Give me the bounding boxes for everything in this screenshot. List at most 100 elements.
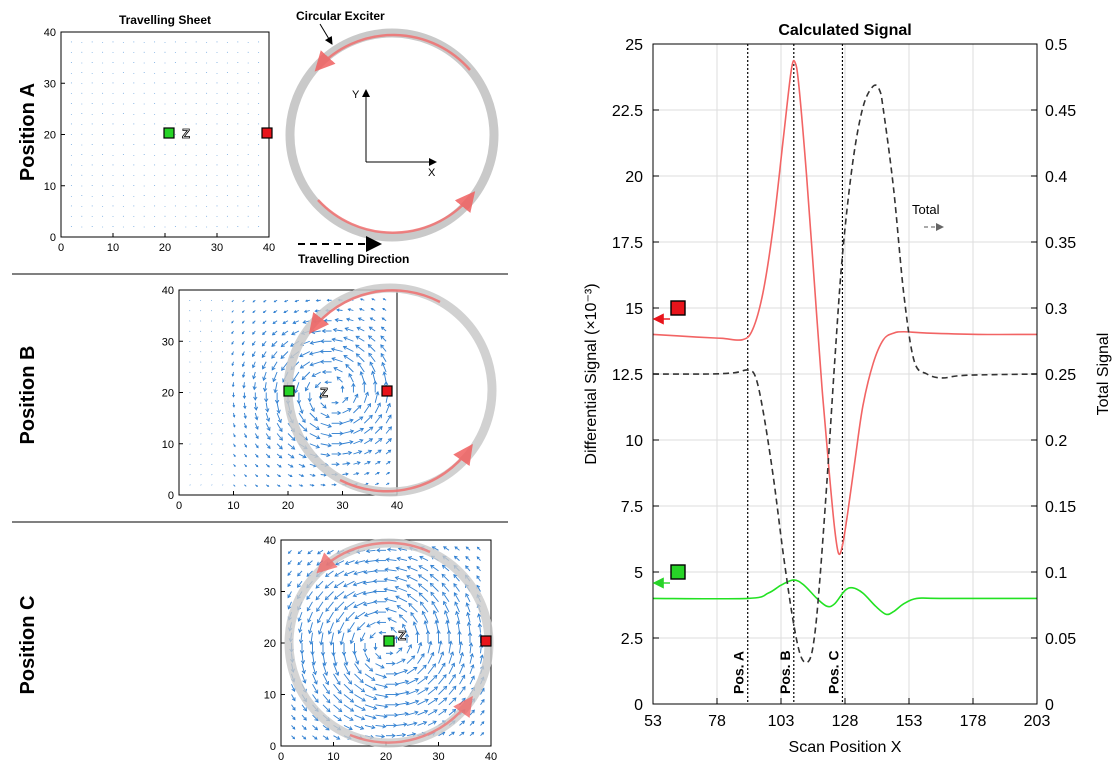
quiver-arrowhead bbox=[465, 565, 469, 570]
quiver-arrowhead bbox=[292, 320, 297, 325]
quiver-arrow bbox=[374, 391, 379, 403]
quiver-arrow bbox=[363, 601, 376, 606]
quiver-arrow bbox=[427, 698, 438, 706]
quiver-arrowhead bbox=[433, 686, 439, 691]
quiver-arrow bbox=[312, 371, 321, 377]
quiver-arrowhead bbox=[322, 483, 326, 487]
quiver-arrow bbox=[297, 560, 303, 565]
quiver-arrowhead bbox=[356, 461, 361, 466]
quiver-arrowhead bbox=[265, 408, 270, 413]
quiver-arrowhead bbox=[382, 674, 388, 679]
quiver-arrowhead bbox=[443, 546, 447, 550]
quiver-arrow bbox=[430, 583, 439, 592]
quiver-arrowhead bbox=[423, 620, 428, 625]
quiver-arrowhead bbox=[278, 445, 283, 450]
quiver-arrowhead bbox=[443, 685, 448, 690]
quiver-arrowhead bbox=[241, 311, 244, 313]
quiver-arrow bbox=[322, 673, 329, 685]
quiver-arrowhead bbox=[366, 482, 369, 486]
quiver-arrowhead bbox=[378, 426, 383, 431]
quiver-arrowhead bbox=[278, 464, 282, 468]
quiver-arrow bbox=[438, 663, 446, 675]
quiver-arrow bbox=[396, 723, 407, 726]
quiver-arrowhead bbox=[344, 327, 349, 332]
quiver-arrowhead bbox=[294, 389, 299, 394]
quiver-arrowhead bbox=[344, 396, 349, 401]
quiver-arrowhead bbox=[267, 464, 270, 468]
quiver-arrow bbox=[306, 601, 313, 611]
quiver-arrowhead bbox=[357, 317, 362, 321]
quiver-arrow bbox=[364, 694, 377, 700]
y-left-tick-label: 15 bbox=[625, 301, 643, 318]
quiver-arrowhead bbox=[443, 610, 449, 615]
quiver-arrow bbox=[301, 725, 307, 730]
quiver-arrowhead bbox=[401, 732, 407, 738]
quiver-arrowhead bbox=[320, 652, 326, 657]
quiver-arrowhead bbox=[355, 344, 360, 349]
quiver-arrow bbox=[310, 361, 321, 366]
quiver-arrowhead bbox=[231, 321, 234, 324]
quiver-arrow bbox=[243, 382, 245, 388]
quiver-arrow bbox=[309, 422, 320, 430]
quiver-arrowhead bbox=[316, 619, 321, 624]
quiver-arrowhead bbox=[315, 426, 320, 430]
quiver-arrow bbox=[374, 449, 382, 455]
quiver-arrow bbox=[264, 382, 267, 392]
y-left-tick-label: 7.5 bbox=[621, 499, 643, 516]
z-label-c: Z bbox=[398, 628, 406, 643]
quiver-y-tick-label: 30 bbox=[162, 336, 174, 348]
quiver-arrowhead bbox=[241, 332, 245, 335]
quiver-arrowhead bbox=[406, 593, 412, 598]
quiver-arrowhead bbox=[401, 658, 406, 663]
total-annotation: Total bbox=[912, 202, 940, 217]
quiver-arrow bbox=[333, 367, 343, 373]
quiver-arrow bbox=[291, 684, 296, 692]
quiver-arrowhead bbox=[242, 385, 246, 389]
quiver-arrowhead bbox=[357, 361, 362, 367]
quiver-arrow bbox=[427, 663, 436, 675]
quiver-arrowhead bbox=[301, 474, 305, 478]
quiver-arrowhead bbox=[312, 473, 316, 477]
quiver-arrow bbox=[304, 310, 310, 313]
quiver-arrowhead bbox=[371, 725, 376, 730]
quiver-arrow bbox=[301, 714, 307, 721]
quiver-y-tick-label: 0 bbox=[50, 232, 56, 244]
quiver-arrowhead bbox=[378, 437, 383, 442]
quiver-arrow bbox=[298, 412, 306, 423]
quiver-arrowhead bbox=[380, 326, 385, 330]
quiver-arrow bbox=[242, 299, 245, 303]
quiver-arrow bbox=[306, 591, 313, 600]
quiver-arrow bbox=[281, 330, 289, 336]
quiver-arrow bbox=[343, 346, 354, 352]
quiver-arrowhead bbox=[385, 557, 390, 562]
quiver-arrowhead bbox=[414, 710, 419, 715]
quiver-arrowhead bbox=[333, 584, 339, 588]
quiver-arrowhead bbox=[382, 724, 387, 729]
quiver-arrowhead bbox=[359, 416, 364, 421]
quiver-arrowhead bbox=[233, 445, 236, 448]
quiver-arrowhead bbox=[445, 619, 450, 625]
quiver-arrowhead bbox=[337, 629, 342, 635]
quiver-arrowhead bbox=[453, 592, 458, 597]
quiver-arrowhead bbox=[461, 720, 466, 725]
quiver-arrowhead bbox=[335, 618, 340, 623]
quiver-arrowhead bbox=[355, 353, 360, 358]
quiver-arrowhead bbox=[382, 371, 387, 376]
quiver-arrow bbox=[466, 602, 471, 613]
quiver-arrowhead bbox=[291, 697, 296, 702]
x-tick-label: 78 bbox=[708, 713, 726, 730]
quiver-arrowhead bbox=[343, 594, 348, 599]
quiver-arrowhead bbox=[280, 343, 285, 348]
quiver-arrow bbox=[294, 382, 300, 393]
quiver-arrow bbox=[243, 402, 246, 409]
quiver-arrowhead bbox=[231, 363, 234, 367]
quiver-arrow bbox=[454, 601, 460, 613]
quiver-arrow bbox=[368, 344, 376, 352]
quiver-arrowhead bbox=[405, 690, 410, 695]
quiver-arrow bbox=[385, 414, 392, 424]
quiver-arrowhead bbox=[303, 716, 307, 721]
quiver-arrowhead bbox=[380, 352, 385, 358]
quiver-arrowhead bbox=[349, 639, 354, 645]
quiver-arrow bbox=[233, 484, 236, 487]
quiver-arrowhead bbox=[360, 688, 366, 693]
